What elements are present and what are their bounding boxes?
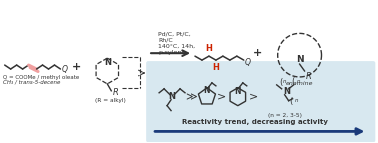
Text: R: R <box>305 72 311 81</box>
Text: H: H <box>212 63 219 72</box>
Text: R: R <box>112 88 118 97</box>
Text: Reactivity trend, decreasing activity: Reactivity trend, decreasing activity <box>182 120 328 126</box>
Text: H: H <box>206 44 212 53</box>
Text: n: n <box>283 79 286 84</box>
Text: ≫: ≫ <box>185 92 197 102</box>
Text: (n = 2, 3-5): (n = 2, 3-5) <box>268 113 302 118</box>
Text: (: ( <box>279 78 282 87</box>
Text: enamine: enamine <box>286 81 313 86</box>
Text: N: N <box>204 86 210 95</box>
Text: Q: Q <box>245 58 251 67</box>
Text: N: N <box>283 87 290 96</box>
Text: n: n <box>294 98 298 103</box>
Text: n: n <box>297 79 300 84</box>
Text: N: N <box>296 55 304 64</box>
FancyBboxPatch shape <box>146 61 375 142</box>
Text: 140°C, 14h,
p-xylene: 140°C, 14h, p-xylene <box>158 43 195 55</box>
Text: >: > <box>249 92 259 102</box>
Text: (R = alkyl): (R = alkyl) <box>95 98 126 103</box>
Text: >: > <box>217 92 226 102</box>
Text: +: + <box>72 62 81 72</box>
Text: Pd/C, Pt/C,
Rh/C: Pd/C, Pt/C, Rh/C <box>158 31 191 43</box>
Text: CH₃ / trans-5-decene: CH₃ / trans-5-decene <box>3 80 60 85</box>
Text: +: + <box>253 48 262 58</box>
Text: Q = COOMe / methyl oleate: Q = COOMe / methyl oleate <box>3 75 79 80</box>
Text: N: N <box>169 92 175 101</box>
Text: N: N <box>104 58 111 67</box>
Text: N: N <box>235 87 241 96</box>
Text: (: ( <box>289 97 292 106</box>
Text: (: ( <box>291 77 294 86</box>
Text: Q: Q <box>62 64 67 74</box>
